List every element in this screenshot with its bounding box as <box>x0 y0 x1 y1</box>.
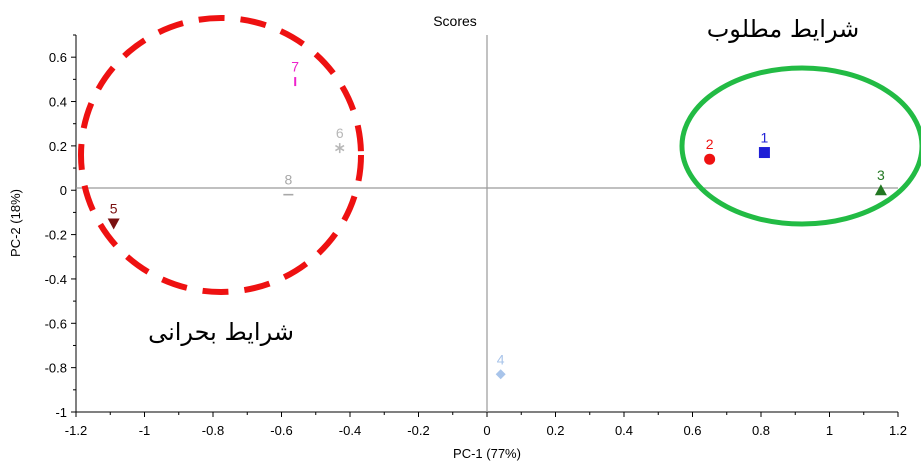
point-1: 1 <box>758 130 770 159</box>
y-axis-label: PC-2 (18%) <box>8 189 23 257</box>
x-tick-label: 0.8 <box>752 423 770 438</box>
y-tick-label: 0.4 <box>49 95 67 110</box>
point-marker <box>107 218 120 230</box>
point-6: 6 <box>335 125 345 154</box>
x-tick-label: 1 <box>826 423 833 438</box>
point-label: 2 <box>706 136 714 152</box>
point-label: 8 <box>284 172 292 188</box>
good-region-label: شرایط مطلوب <box>707 15 860 43</box>
x-axis-label: PC-1 (77%) <box>453 446 521 461</box>
point-label: 1 <box>761 130 769 146</box>
x-tick-label: -1 <box>139 423 151 438</box>
point-label: 4 <box>497 351 505 367</box>
good-region-ellipse <box>679 65 921 227</box>
x-tick-label: -0.6 <box>270 423 292 438</box>
point-marker <box>335 143 345 154</box>
point-label: 3 <box>877 167 885 183</box>
x-tick-label: 0 <box>483 423 490 438</box>
x-tick-label: 0.2 <box>546 423 564 438</box>
points-layer: 1 2 3 4 5 6 7 8 <box>107 59 887 380</box>
point-8: 8 <box>283 172 294 196</box>
point-7: 7 <box>291 59 299 87</box>
x-tick-label: 1.2 <box>889 423 907 438</box>
point-marker <box>758 147 770 159</box>
y-tick-label: -0.4 <box>45 272 67 287</box>
y-tick-label: -1 <box>55 405 67 420</box>
critical-region-label: شرایط بحرانی <box>148 318 294 346</box>
point-label: 5 <box>110 201 118 217</box>
point-label: 6 <box>336 125 344 141</box>
y-tick-label: -0.6 <box>45 316 67 331</box>
point-4: 4 <box>495 351 506 380</box>
point-2: 2 <box>704 136 716 165</box>
ticks-layer: -1.2 -1 -0.8 -0.6 -0.4 -0.2 0 0.2 0.4 0.6 0.8 1 1.2 0… <box>45 34 907 438</box>
chart-title: Scores <box>433 13 477 29</box>
point-marker <box>704 153 716 165</box>
y-tick-label: -0.8 <box>45 361 67 376</box>
point-5: 5 <box>107 201 120 230</box>
x-tick-label: -0.2 <box>407 423 429 438</box>
point-marker <box>495 369 506 380</box>
y-tick-label: -0.2 <box>45 228 67 243</box>
x-tick-label: -1.2 <box>65 423 87 438</box>
x-tick-label: 0.4 <box>615 423 633 438</box>
x-tick-label: -0.8 <box>202 423 224 438</box>
x-tick-label: 0.6 <box>683 423 701 438</box>
x-tick-label: -0.4 <box>339 423 361 438</box>
critical-region-ellipse <box>78 15 364 295</box>
point-3: 3 <box>874 167 887 196</box>
y-tick-label: 0.2 <box>49 139 67 154</box>
y-tick-label: 0 <box>60 183 67 198</box>
point-label: 7 <box>291 59 299 75</box>
y-tick-label: 0.6 <box>49 50 67 65</box>
point-marker <box>874 184 887 196</box>
